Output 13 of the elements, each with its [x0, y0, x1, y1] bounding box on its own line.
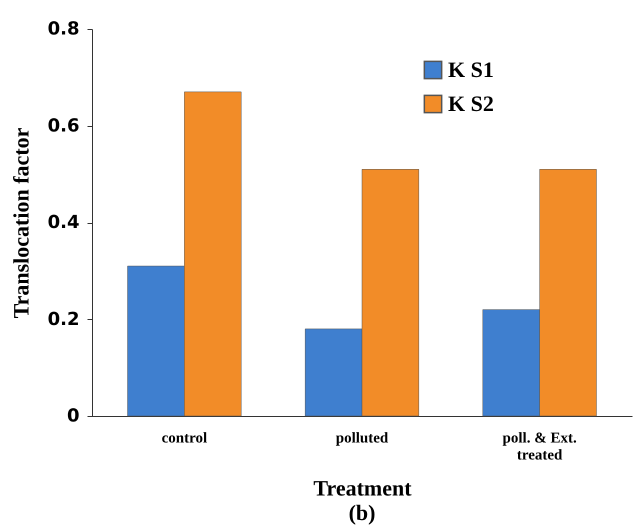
x-tick-label: polluted [336, 430, 389, 446]
y-tick-label: 0.2 [48, 308, 80, 330]
text: (b) [348, 500, 376, 525]
legend-label: K S1 [448, 57, 494, 82]
y-tick-label: 0 [66, 406, 80, 426]
y-tick-label: 0.6 [48, 115, 80, 136]
legend-label: K S2 [448, 91, 494, 116]
y-tick-label: 0.4 [48, 212, 80, 233]
x-axis-title: Treatment [313, 476, 412, 500]
x-tick-label: poll. & Ext. treated [502, 430, 577, 464]
y-axis-title: Translocation factor [8, 127, 34, 318]
x-tick-label: control [162, 430, 208, 446]
y-tick-label: 0.8 [48, 18, 80, 40]
